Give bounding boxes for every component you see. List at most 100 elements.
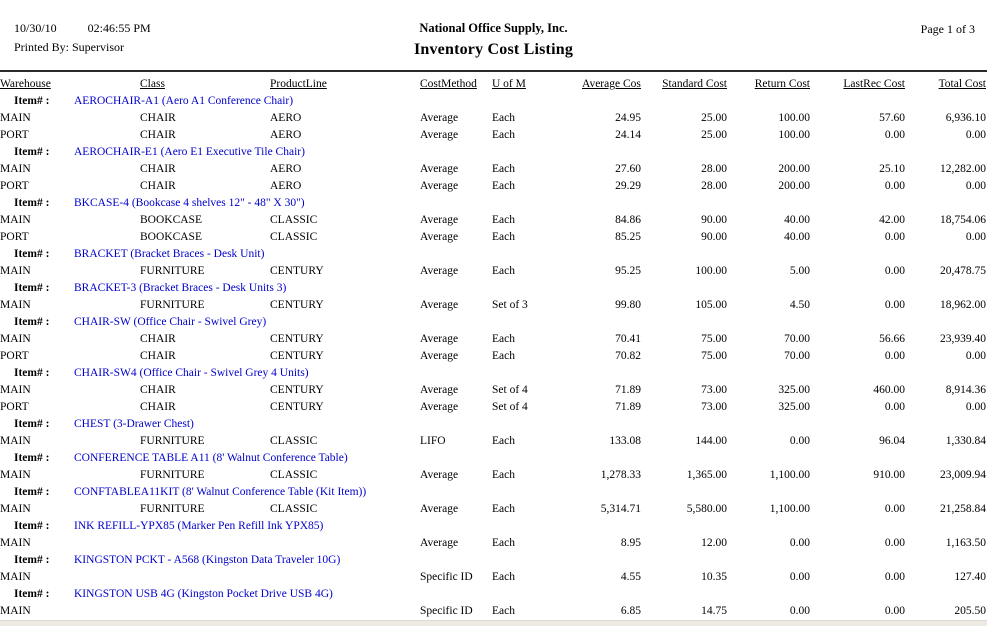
cell-total_cost: 0.00	[965, 401, 986, 413]
cell-warehouse: PORT	[0, 350, 29, 362]
cell-average_cost: 1,278.33	[600, 469, 641, 481]
cell-cost_method: Average	[420, 299, 459, 311]
cell-average_cost: 95.25	[615, 265, 641, 277]
cell-average_cost: 70.82	[615, 350, 641, 362]
cell-uofm: Set of 4	[492, 384, 528, 396]
cell-product_line: CLASSIC	[270, 231, 318, 243]
cell-average_cost: 29.29	[615, 180, 641, 192]
cell-product_line: CENTURY	[270, 299, 324, 311]
cell-uofm: Each	[492, 537, 515, 549]
cell-lastrec_cost: 57.60	[879, 112, 905, 124]
cell-return_cost: 0.00	[789, 435, 810, 447]
warehouse-detail-row: PORT BOOKCASE CLASSIC Average Each 85.25 90.00…	[0, 229, 986, 246]
cell-return_cost: 325.00	[778, 401, 810, 413]
cell-class: FURNITURE	[140, 299, 205, 311]
cell-class: FURNITURE	[140, 435, 205, 447]
cell-average_cost: 24.95	[615, 112, 641, 124]
cell-average_cost: 71.89	[615, 384, 641, 396]
item-number-label: Item# :	[14, 146, 50, 158]
cell-cost_method: Average	[420, 384, 459, 396]
item-code-and-description: CONFTABLEA11KIT (8' Walnut Conference Ta…	[74, 486, 367, 498]
cell-class: CHAIR	[140, 350, 176, 362]
cell-uofm: Set of 4	[492, 401, 528, 413]
item-code-and-description: INK REFILL-YPX85 (Marker Pen Refill Ink …	[74, 520, 324, 532]
item-number-label: Item# :	[14, 367, 50, 379]
col-uofm: U of M	[492, 78, 526, 90]
cell-total_cost: 0.00	[965, 350, 986, 362]
cell-lastrec_cost: 25.10	[879, 163, 905, 175]
cell-warehouse: MAIN	[0, 163, 31, 175]
cell-standard_cost: 25.00	[701, 129, 727, 141]
item-group-row: Item# : CONFTABLEA11KIT (8' Walnut Confer…	[0, 484, 986, 501]
column-header-row: Warehouse Class ProductLine CostMethod U…	[0, 76, 986, 93]
cell-total_cost: 1,330.84	[945, 435, 986, 447]
item-number-label: Item# :	[14, 418, 50, 430]
cell-lastrec_cost: 0.00	[884, 571, 905, 583]
cell-standard_cost: 14.75	[701, 605, 727, 617]
cell-standard_cost: 73.00	[701, 384, 727, 396]
item-number-label: Item# :	[14, 282, 50, 294]
col-class: Class	[140, 78, 165, 90]
item-code-and-description: CHAIR-SW (Office Chair - Swivel Grey)	[74, 316, 267, 328]
cell-lastrec_cost: 0.00	[884, 231, 905, 243]
item-number-label: Item# :	[14, 520, 50, 532]
col-total-cost: Total Cost	[938, 78, 986, 90]
item-code-and-description: AEROCHAIR-E1 (Aero E1 Executive Tile Cha…	[74, 146, 305, 158]
cell-standard_cost: 1,365.00	[686, 469, 727, 481]
cell-product_line: AERO	[270, 163, 302, 175]
cell-average_cost: 5,314.71	[600, 503, 641, 515]
cell-standard_cost: 90.00	[701, 214, 727, 226]
cell-warehouse: MAIN	[0, 265, 31, 277]
item-number-label: Item# :	[14, 248, 50, 260]
cell-warehouse: MAIN	[0, 537, 31, 549]
cell-product_line	[270, 603, 420, 620]
cell-uofm: Each	[492, 180, 515, 192]
cell-lastrec_cost: 0.00	[884, 129, 905, 141]
cell-lastrec_cost: 0.00	[884, 350, 905, 362]
warehouse-detail-row: MAIN CHAIR CENTURY Average Each 70.41 75.00 70.…	[0, 331, 986, 348]
cell-cost_method: Average	[420, 537, 459, 549]
cell-total_cost: 20,478.75	[940, 265, 986, 277]
cell-total_cost: 127.40	[954, 571, 986, 583]
col-productline: ProductLine	[270, 78, 327, 90]
cell-average_cost: 71.89	[615, 401, 641, 413]
cell-standard_cost: 5,580.00	[686, 503, 727, 515]
page-indicator: Page 1 of 3	[920, 22, 975, 36]
cell-total_cost: 1,163.50	[945, 537, 986, 549]
item-code-and-description: BRACKET-3 (Bracket Braces - Desk Units 3…	[74, 282, 287, 294]
cell-warehouse: PORT	[0, 401, 29, 413]
cell-return_cost: 4.50	[789, 299, 810, 311]
cell-uofm: Each	[492, 265, 515, 277]
cell-product_line: CENTURY	[270, 384, 324, 396]
cell-standard_cost: 73.00	[701, 401, 727, 413]
cell-return_cost: 100.00	[778, 112, 810, 124]
item-number-label: Item# :	[14, 316, 50, 328]
cell-cost_method: Average	[420, 231, 459, 243]
item-group-row: Item# : BRACKET-3 (Bracket Braces - Desk …	[0, 280, 986, 297]
cell-cost_method: Average	[420, 214, 459, 226]
cell-cost_method: Average	[420, 129, 459, 141]
warehouse-detail-row: MAIN Average Each 8.95 12.00 0.00 0.00 1,163.50	[0, 535, 986, 552]
cell-class: CHAIR	[140, 163, 176, 175]
cell-total_cost: 205.50	[954, 605, 986, 617]
item-number-label: Item# :	[14, 197, 50, 209]
cell-uofm: Set of 3	[492, 299, 528, 311]
cell-lastrec_cost: 0.00	[884, 537, 905, 549]
cell-warehouse: MAIN	[0, 571, 31, 583]
warehouse-detail-row: MAIN Specific ID Each 6.85 14.75 0.00 0.00 205.…	[0, 603, 986, 620]
cell-average_cost: 4.55	[620, 571, 641, 583]
item-group-row: Item# : INK REFILL-YPX85 (Marker Pen Refi…	[0, 518, 986, 535]
cell-class: CHAIR	[140, 129, 176, 141]
cell-class: CHAIR	[140, 401, 176, 413]
cell-cost_method: Average	[420, 112, 459, 124]
cell-average_cost: 6.85	[620, 605, 641, 617]
cell-cost_method: Average	[420, 180, 459, 192]
cell-total_cost: 12,282.00	[940, 163, 986, 175]
report-header: 10/30/10 02:46:55 PM Printed By: Supervis…	[0, 0, 987, 70]
cell-return_cost: 5.00	[789, 265, 810, 277]
warehouse-detail-row: MAIN FURNITURE CENTURY Average Set of 3 99.80…	[0, 297, 986, 314]
cell-warehouse: MAIN	[0, 214, 31, 226]
cell-return_cost: 200.00	[778, 180, 810, 192]
cell-class: CHAIR	[140, 112, 176, 124]
warehouse-detail-row: MAIN CHAIR CENTURY Average Set of 4 71.89 73.0…	[0, 382, 986, 399]
